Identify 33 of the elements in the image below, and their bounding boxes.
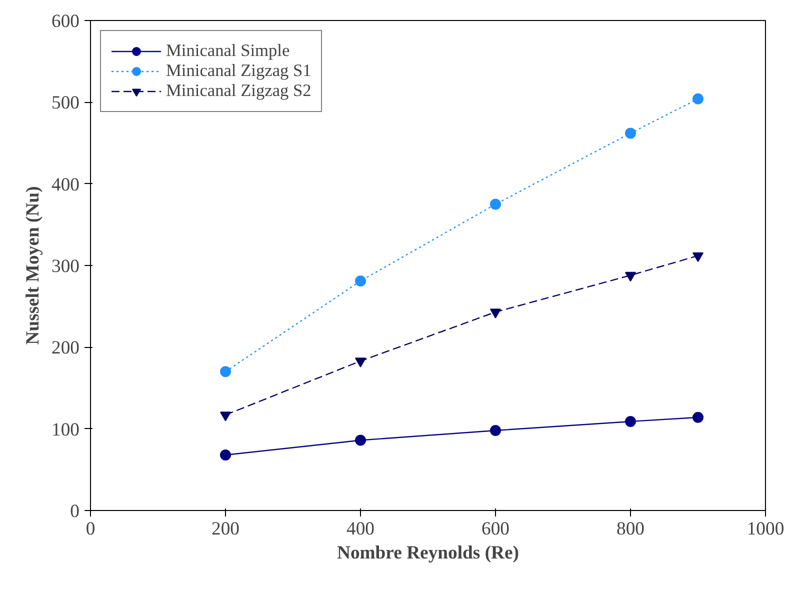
point [355, 358, 366, 368]
point [692, 252, 704, 262]
point [625, 272, 636, 282]
point [490, 198, 501, 210]
x-tick-label: 1000 [746, 518, 784, 540]
point [625, 128, 636, 139]
point [220, 449, 231, 460]
point [355, 276, 366, 287]
point [625, 416, 636, 427]
point [220, 412, 231, 422]
legend-label: Minicanal Zigzag S1 [166, 61, 312, 81]
legend-label: Minicanal Zigzag S2 [166, 81, 312, 101]
legend-label: Minicanal Simple [166, 41, 290, 61]
x-tick-label: 200 [212, 518, 240, 540]
point [490, 308, 501, 318]
y-tick-label: 100 [52, 419, 80, 440]
point [692, 93, 704, 104]
point [692, 412, 704, 423]
x-axis-title: Nombre Reynolds (Re) [336, 542, 520, 564]
y-tick-label: 600 [52, 11, 80, 32]
x-tick-label: 0 [86, 518, 96, 540]
x-tick-label: 800 [616, 518, 644, 540]
y-tick-label: 400 [52, 174, 80, 196]
x-tick-label: 600 [482, 518, 510, 540]
x-tick-label: 400 [346, 518, 374, 540]
y-axis-title: Nusselt Moyen (Nu) [22, 186, 44, 345]
point [490, 424, 501, 436]
point [220, 366, 231, 378]
y-tick-label: 500 [52, 92, 80, 114]
y-tick-label: 0 [70, 501, 80, 522]
point [355, 434, 366, 446]
y-tick-label: 300 [52, 256, 80, 277]
y-tick-label: 200 [52, 338, 80, 359]
